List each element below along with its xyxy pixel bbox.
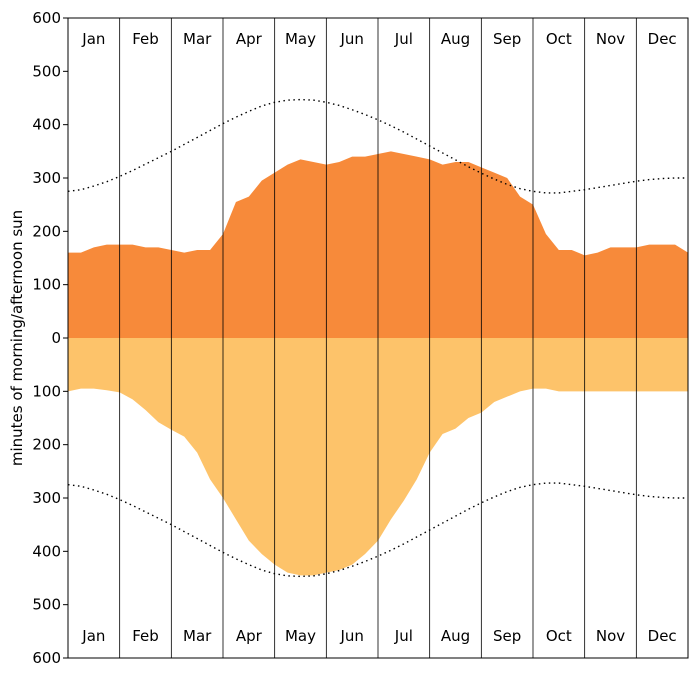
month-label-top: Jul: [394, 30, 413, 48]
month-label-bottom: Oct: [546, 627, 572, 645]
month-label-bottom: Jul: [394, 627, 413, 645]
y-axis-label: minutes of morning/afternoon sun: [8, 210, 26, 466]
y-tick-label: 200: [32, 222, 61, 240]
month-label-top: Aug: [441, 30, 470, 48]
month-label-bottom: Mar: [183, 627, 212, 645]
y-tick-label: 600: [32, 9, 61, 27]
month-label-top: Sep: [493, 30, 521, 48]
month-label-top: Apr: [236, 30, 263, 48]
month-label-top: Oct: [546, 30, 572, 48]
month-label-bottom: Jan: [81, 627, 105, 645]
y-tick-label: 0: [51, 329, 61, 347]
y-tick-label: 100: [32, 382, 61, 400]
month-labels-bottom: Jan Feb Mar Apr May Jun Jul Aug Sep Oct Nov Dec: [81, 627, 676, 645]
month-label-top: Dec: [648, 30, 677, 48]
y-axis: 600 500 400 300 200 100 0 100 200 300 400 500 600: [32, 9, 68, 667]
month-label-top: Jun: [339, 30, 363, 48]
month-label-bottom: Sep: [493, 627, 521, 645]
month-label-bottom: Apr: [236, 627, 263, 645]
y-tick-label: 300: [32, 169, 61, 187]
month-label-top: Jan: [81, 30, 105, 48]
month-label-bottom: Feb: [132, 627, 159, 645]
month-label-bottom: Aug: [441, 627, 470, 645]
y-tick-label: 500: [32, 62, 61, 80]
month-label-top: Mar: [183, 30, 212, 48]
month-label-top: Feb: [132, 30, 159, 48]
month-label-bottom: Nov: [596, 627, 625, 645]
month-label-bottom: Dec: [648, 627, 677, 645]
month-label-bottom: Jun: [339, 627, 363, 645]
y-tick-label: 500: [32, 596, 61, 614]
y-tick-label: 400: [32, 116, 61, 134]
month-label-top: May: [285, 30, 316, 48]
y-tick-label: 100: [32, 276, 61, 294]
y-tick-label: 400: [32, 542, 61, 560]
y-tick-label: 300: [32, 489, 61, 507]
y-tick-label: 200: [32, 436, 61, 454]
month-label-top: Nov: [596, 30, 625, 48]
month-label-bottom: May: [285, 627, 316, 645]
month-dividers: [119, 18, 637, 658]
y-tick-label: 600: [32, 649, 61, 667]
month-labels-top: Jan Feb Mar Apr May Jun Jul Aug Sep Oct Nov Dec: [81, 30, 676, 48]
